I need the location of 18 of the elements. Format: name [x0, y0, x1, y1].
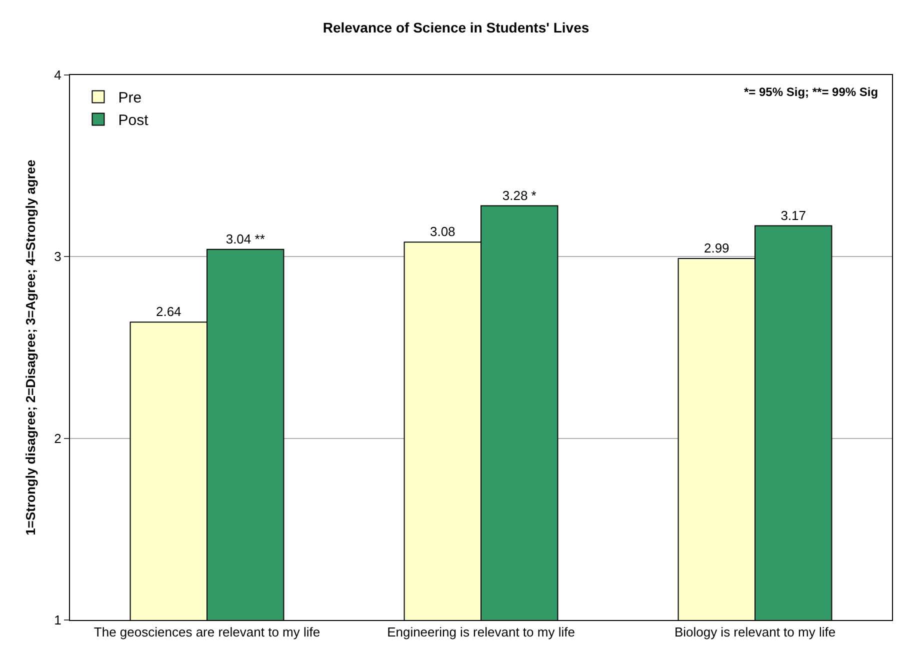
annotation: *= 95% Sig; **= 99% Sig	[744, 85, 878, 99]
x-tick-label: Engineering is relevant to my life	[387, 624, 575, 640]
data-label: 3.08	[430, 224, 456, 240]
data-label: 3.04 **	[226, 231, 265, 246]
legend-label: Pre	[118, 90, 142, 107]
data-label: 2.99	[704, 240, 730, 256]
y-tick-label: 4	[54, 68, 62, 83]
chart-title: Relevance of Science in Students' Lives	[322, 20, 590, 36]
y-tick-label: 3	[54, 249, 62, 264]
x-tick-label: Biology is relevant to my life	[674, 624, 836, 640]
legend-label: Post	[118, 112, 150, 130]
y-axis-title: 1=Strongly disagree; 2=Disagree; 3=Agree; 4=Strongly agree	[23, 160, 38, 536]
data-label: 3.17	[780, 208, 806, 223]
data-label: 3.28 *	[502, 188, 536, 203]
y-tick-label: 2	[54, 430, 62, 446]
y-tick-label: 1	[54, 612, 62, 628]
data-label: 2.64	[156, 304, 182, 320]
x-tick-label: The geosciences are relevant to my life	[94, 624, 320, 640]
